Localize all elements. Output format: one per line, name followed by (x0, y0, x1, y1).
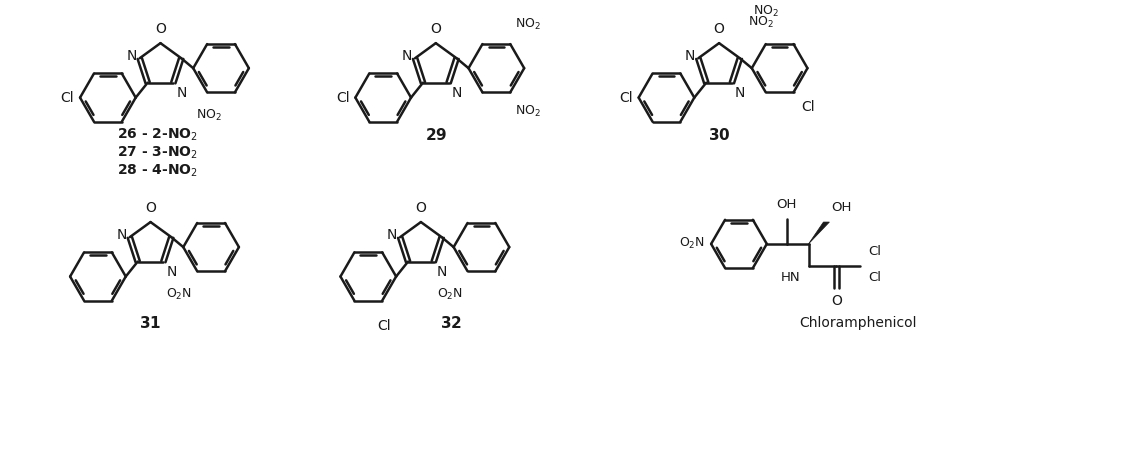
Text: O$_2$N: O$_2$N (437, 287, 463, 302)
Text: N: N (735, 86, 745, 100)
Text: Chloramphenicol: Chloramphenicol (799, 316, 916, 330)
Polygon shape (808, 222, 829, 244)
Text: Cl: Cl (619, 90, 632, 105)
Text: N: N (451, 86, 462, 100)
Text: HN: HN (781, 271, 800, 284)
Text: N: N (126, 49, 136, 63)
Text: N: N (684, 49, 696, 63)
Text: Cl: Cl (802, 100, 815, 114)
Text: O$_2$N: O$_2$N (679, 236, 705, 252)
Text: Cl: Cl (377, 319, 391, 332)
Text: N: N (401, 49, 412, 63)
Text: Cl: Cl (335, 90, 349, 105)
Text: $\mathbf{28}$ - 4-NO$_2$: $\mathbf{28}$ - 4-NO$_2$ (117, 162, 198, 179)
Text: NO$_2$: NO$_2$ (748, 15, 773, 30)
Text: O: O (714, 22, 724, 36)
Text: OH: OH (777, 198, 797, 211)
Text: $\mathbf{32}$: $\mathbf{32}$ (440, 315, 462, 331)
Text: NO$_2$: NO$_2$ (753, 5, 779, 19)
Text: NO$_2$: NO$_2$ (515, 104, 541, 119)
Text: NO$_2$: NO$_2$ (197, 108, 222, 123)
Text: $\mathbf{26}$ - 2-NO$_2$: $\mathbf{26}$ - 2-NO$_2$ (117, 126, 198, 143)
Text: OH: OH (831, 201, 852, 214)
Text: $\mathbf{31}$: $\mathbf{31}$ (140, 315, 161, 331)
Text: N: N (166, 264, 176, 279)
Text: N: N (387, 228, 397, 242)
Text: O: O (431, 22, 441, 36)
Text: O: O (155, 22, 166, 36)
Text: $\mathbf{30}$: $\mathbf{30}$ (708, 127, 730, 143)
Text: NO$_2$: NO$_2$ (515, 17, 541, 32)
Text: Cl: Cl (869, 271, 881, 284)
Text: Cl: Cl (60, 90, 74, 105)
Text: N: N (437, 264, 447, 279)
Text: $\mathbf{27}$ - 3-NO$_2$: $\mathbf{27}$ - 3-NO$_2$ (117, 144, 198, 161)
Text: O$_2$N: O$_2$N (166, 287, 192, 302)
Text: O: O (146, 201, 156, 215)
Text: N: N (176, 86, 186, 100)
Text: N: N (116, 228, 126, 242)
Text: $\mathbf{29}$: $\mathbf{29}$ (425, 127, 447, 143)
Text: O: O (831, 294, 841, 308)
Text: Cl: Cl (869, 245, 881, 258)
Text: O: O (415, 201, 426, 215)
